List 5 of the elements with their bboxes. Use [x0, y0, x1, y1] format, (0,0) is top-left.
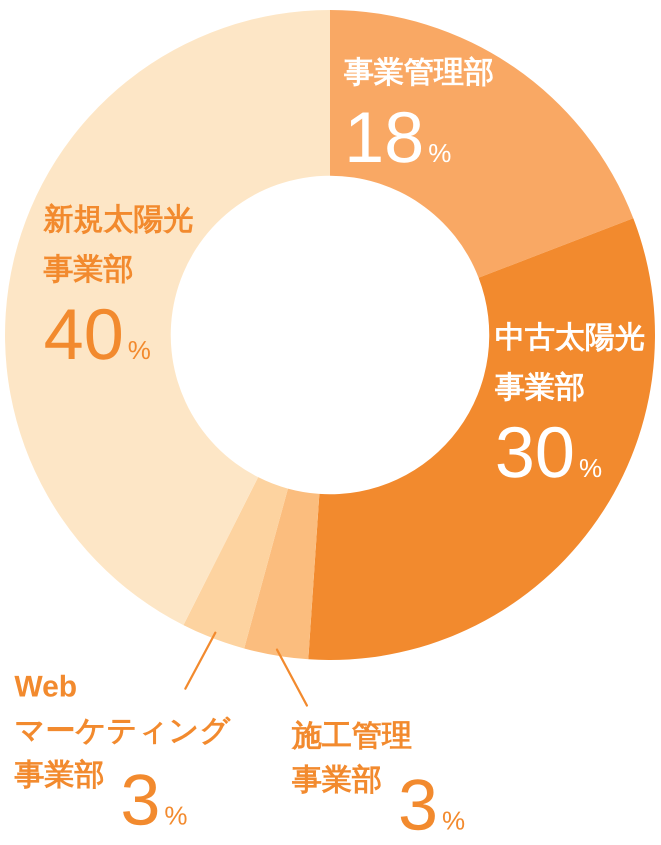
- label: Webマーケティング事業部 3%: [14, 670, 230, 841]
- label: 新規太陽光事業部 40%: [44, 202, 194, 375]
- label: 事業管理部 18%: [344, 56, 494, 178]
- label: 中古太陽光事業部 30%: [494, 320, 645, 493]
- label: 施工管理事業部 3%: [292, 720, 466, 845]
